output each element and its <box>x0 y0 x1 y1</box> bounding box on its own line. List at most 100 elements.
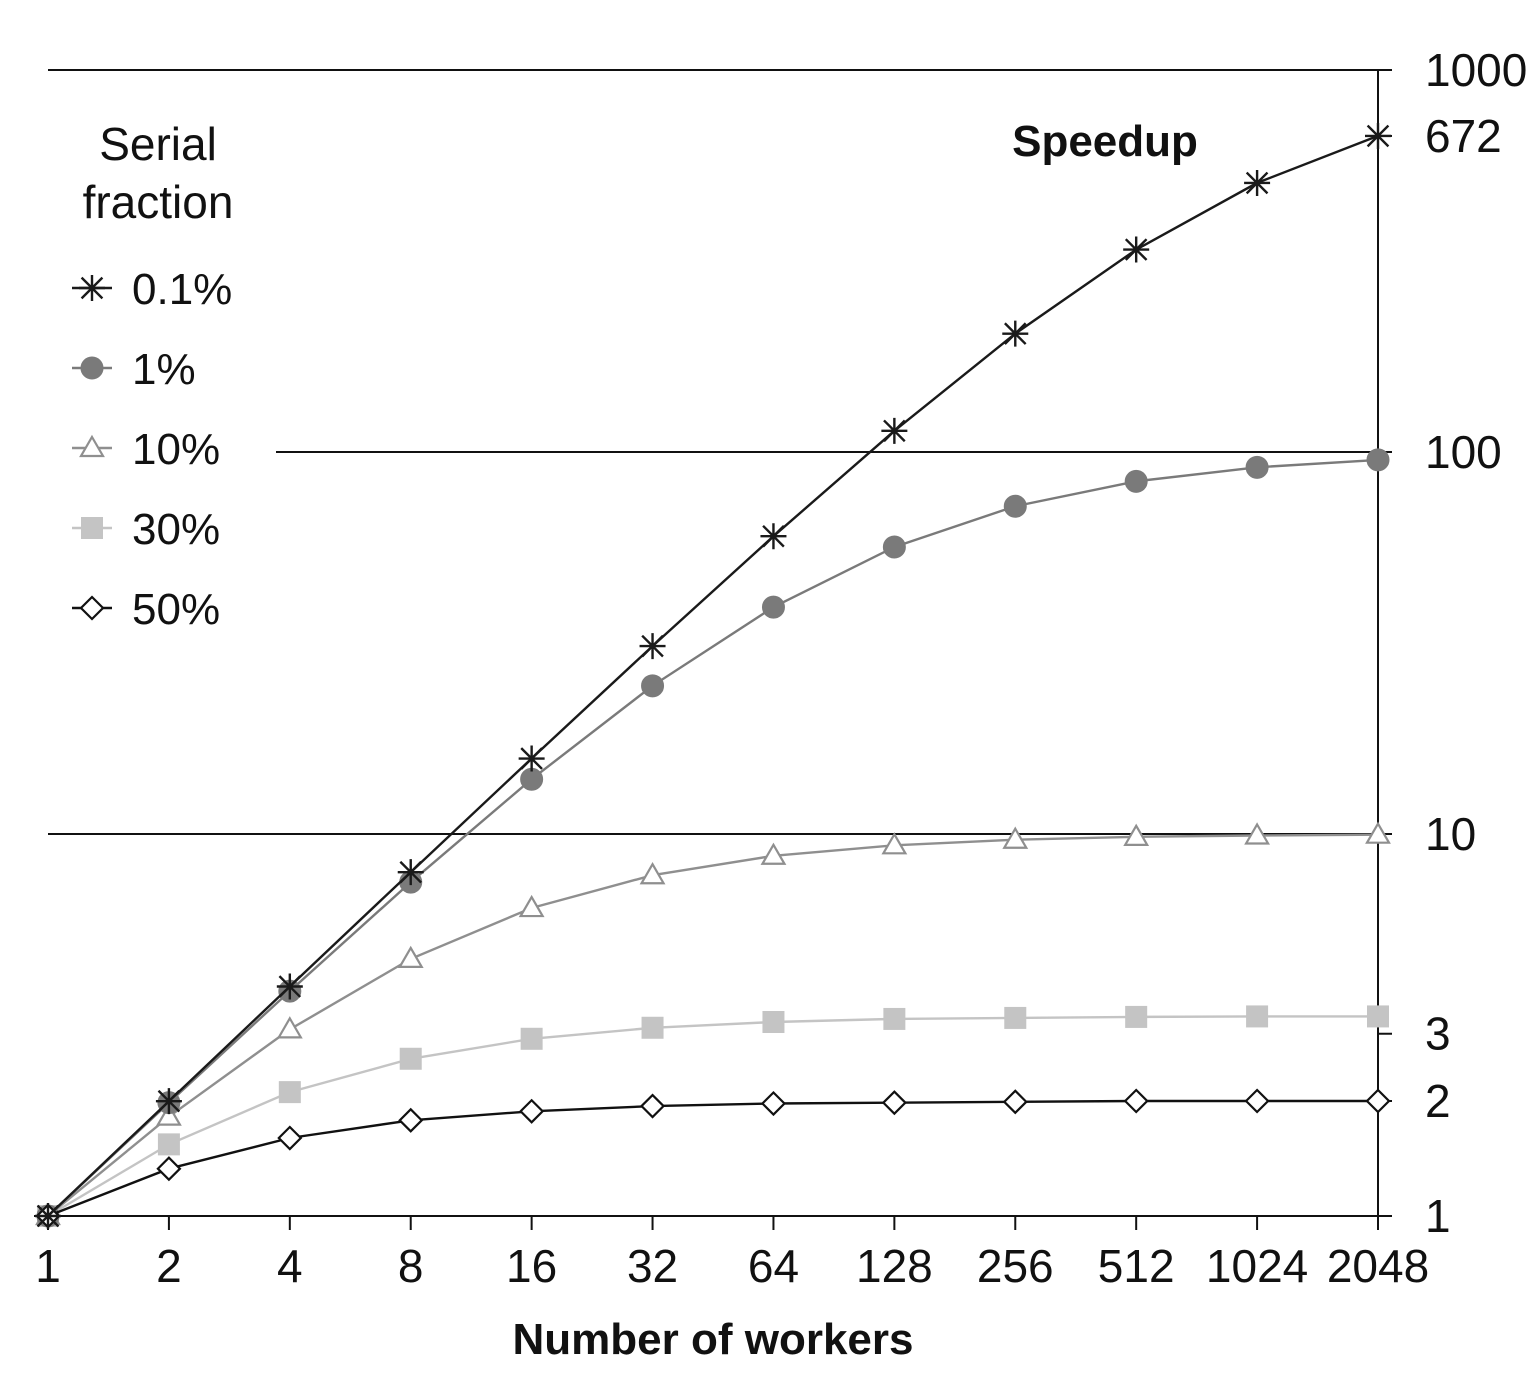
y-tick-label: 1000 <box>1425 44 1527 96</box>
series-0-1pct-point <box>397 859 424 886</box>
series-10pct-line <box>47 833 1379 1217</box>
axes <box>34 69 1392 1230</box>
legend-item-10pct: 10% <box>72 425 220 474</box>
series-10pct-point <box>1002 826 1029 849</box>
legend-marker <box>81 517 103 539</box>
x-tick-label: 16 <box>506 1240 557 1292</box>
series-10pct-point <box>1244 822 1270 845</box>
series-30pct-point <box>1246 1005 1269 1028</box>
legend-marker <box>79 434 105 458</box>
series-10pct-point <box>397 945 424 969</box>
series-10pct-point <box>518 894 545 918</box>
legend-marker <box>79 595 105 621</box>
y-tick-label: 10 <box>1425 808 1476 860</box>
y-axis-title: Speedup <box>1012 117 1198 166</box>
legend: Serial fraction 0.1% 1% 10% 30% 50% <box>72 118 233 634</box>
series-0-1pct-point <box>35 1203 61 1229</box>
legend-label: 50% <box>132 585 220 634</box>
series-50pct-point <box>1244 1088 1270 1114</box>
series-0-1pct-point <box>518 745 545 772</box>
series-1pct-point <box>1366 448 1390 472</box>
series-10pct-point <box>276 1016 303 1039</box>
series-10pct-point <box>1123 823 1150 846</box>
series-0-1pct-line <box>47 134 1379 1217</box>
series-30pct-point <box>1125 1005 1148 1028</box>
legend-label: 1% <box>132 345 196 394</box>
series-30pct-point <box>762 1010 785 1033</box>
series-0-1pct-point <box>881 417 908 444</box>
series-30pct <box>37 1005 1389 1227</box>
series-50pct-point <box>1365 1088 1391 1114</box>
series-30pct-point <box>883 1007 906 1030</box>
legend-title-line2: fraction <box>83 176 234 228</box>
series-0-1pct-point <box>276 973 303 1000</box>
series-50pct <box>35 1088 1391 1229</box>
legend-item-1pct: 1% <box>72 345 196 394</box>
series-1pct-point <box>761 595 785 619</box>
series-30pct-point <box>1367 1005 1389 1028</box>
x-tick-label: 64 <box>748 1240 799 1292</box>
legend-title-line1: Serial <box>99 118 217 170</box>
series-30pct-line <box>47 1015 1378 1218</box>
legend-label: 0.1% <box>132 265 232 314</box>
series-0-1pct-point <box>1002 320 1029 347</box>
legend-item-30pct: 30% <box>72 505 220 554</box>
gridlines <box>48 69 1392 835</box>
series-50pct-point <box>1123 1088 1149 1114</box>
x-tick-label: 2 <box>156 1240 182 1292</box>
legend-item-0-1pct: 0.1% <box>72 265 232 314</box>
series-layer <box>35 122 1391 1229</box>
x-axis-title: Number of workers <box>513 1315 914 1364</box>
legend-label: 30% <box>132 505 220 554</box>
series-1pct-point <box>882 535 906 559</box>
tick-labels: 1 2 4 8 16 32 64 128 256 512 1024 20481231010067210… <box>35 44 1527 1292</box>
x-tick-label: 8 <box>398 1240 424 1292</box>
legend-marker <box>80 356 104 380</box>
series-10pct-point <box>760 842 787 865</box>
series-10pct-point <box>881 832 908 855</box>
x-tick-label: 128 <box>856 1240 933 1292</box>
series-50pct-point <box>398 1107 424 1133</box>
y-tick-label: 2 <box>1425 1075 1451 1127</box>
series-50pct-point <box>1002 1089 1028 1115</box>
x-tick-label: 1024 <box>1206 1240 1308 1292</box>
legend-item-50pct: 50% <box>72 585 220 634</box>
series-0-1pct <box>35 122 1391 1229</box>
series-10pct-point <box>639 862 666 885</box>
series-0-1pct-point <box>1123 236 1150 263</box>
series-50pct-point <box>639 1093 666 1119</box>
series-50pct-line <box>47 1099 1378 1218</box>
series-50pct-point <box>760 1090 787 1117</box>
x-tick-label: 32 <box>627 1240 678 1292</box>
series-10pct-point <box>156 1103 182 1126</box>
series-50pct-point <box>156 1156 182 1182</box>
series-30pct-point <box>1004 1006 1027 1029</box>
y-tick-label: 672 <box>1425 110 1502 162</box>
series-1pct-point <box>520 767 544 791</box>
x-tick-label: 1 <box>35 1240 61 1292</box>
series-50pct-point <box>519 1098 545 1124</box>
series-30pct-point <box>157 1133 180 1156</box>
x-tick-label: 2048 <box>1327 1240 1429 1292</box>
y-tick-label: 100 <box>1425 426 1502 478</box>
series-1pct-point <box>641 674 665 698</box>
series-30pct-point <box>520 1027 543 1050</box>
series-10pct-point <box>1365 821 1391 844</box>
x-tick-label: 4 <box>277 1240 303 1292</box>
y-tick-label: 1 <box>1425 1190 1451 1242</box>
series-0-1pct-point <box>1244 169 1271 196</box>
y-tick-label: 3 <box>1425 1008 1451 1060</box>
series-30pct-point <box>278 1081 301 1104</box>
x-tick-label: 256 <box>977 1240 1054 1292</box>
legend-marker <box>79 275 105 301</box>
series-50pct-point <box>881 1090 907 1116</box>
series-0-1pct-point <box>155 1088 182 1115</box>
series-50pct-point <box>277 1125 303 1151</box>
series-0-1pct-point <box>1365 122 1391 149</box>
series-1pct <box>36 448 1390 1228</box>
x-tick-label: 512 <box>1098 1240 1175 1292</box>
series-1pct-point <box>1245 455 1269 479</box>
series-1pct-point <box>1003 494 1027 518</box>
series-1pct-line <box>47 458 1379 1217</box>
